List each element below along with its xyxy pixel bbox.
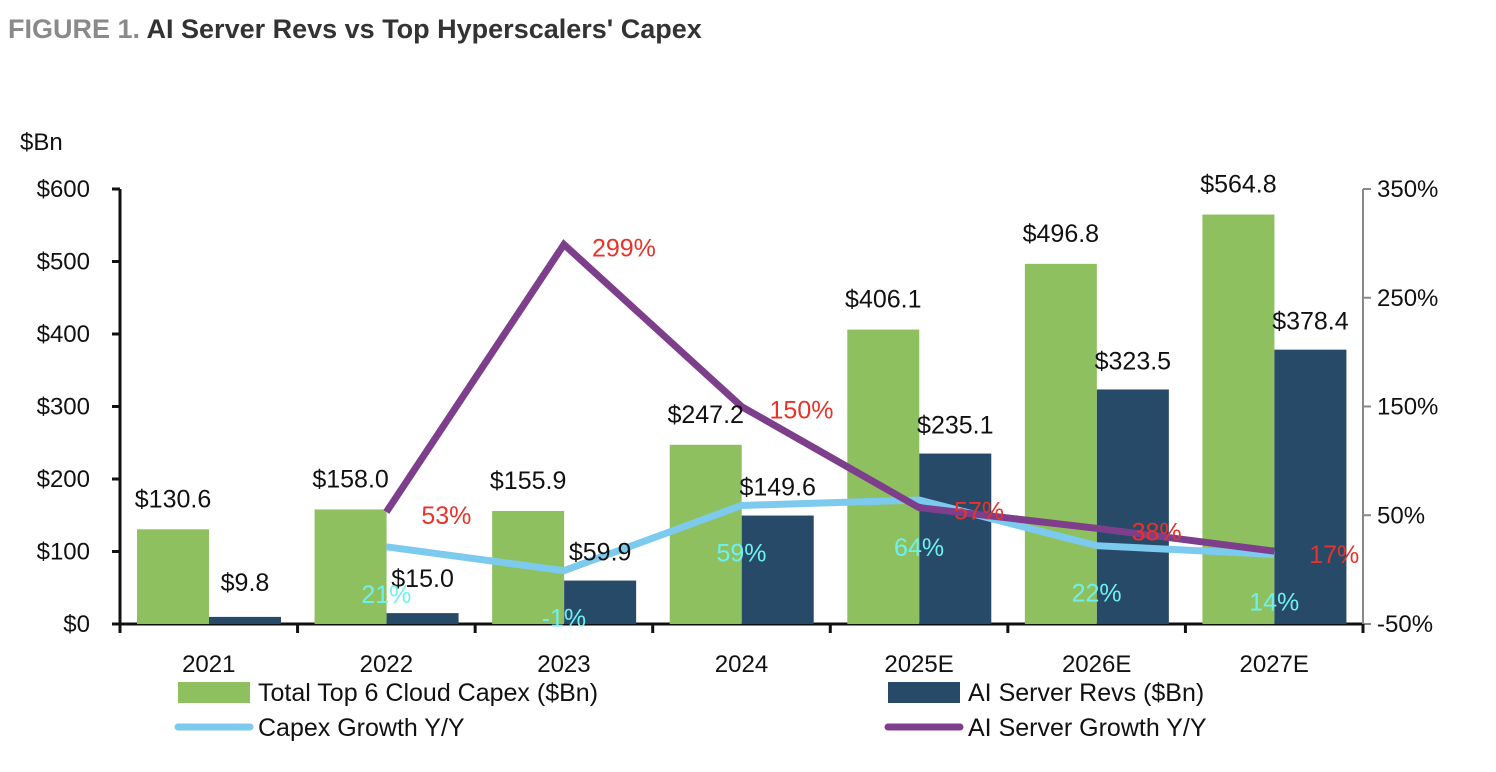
legend-swatch-capex (178, 682, 250, 703)
y2-tick-label: 150% (1377, 394, 1438, 421)
y2-tick-label: 250% (1377, 285, 1438, 312)
bar-data-label: $406.1 (845, 286, 921, 314)
line-data-label: 14% (1249, 588, 1299, 616)
x-tick-label: 2022 (360, 651, 413, 678)
legend: Total Top 6 Cloud Capex ($Bn) AI Server R… (174, 679, 1207, 742)
legend-label: AI Server Growth Y/Y (968, 714, 1207, 742)
bar-ai-server (919, 453, 992, 624)
x-tick-label: 2025E (884, 651, 953, 678)
y-tick-label: $500 (37, 249, 90, 276)
y2-tick-label: 50% (1377, 502, 1425, 529)
y-axis-label: $Bn (20, 129, 63, 156)
y-tick-label: $200 (37, 466, 90, 493)
x-tick-label: 2026E (1062, 651, 1131, 678)
legend-label: Capex Growth Y/Y (258, 714, 465, 742)
x-tick-label: 2023 (537, 651, 590, 678)
line-data-label: 38% (1132, 518, 1182, 546)
y-tick-label: $100 (37, 539, 90, 566)
line-data-label: 22% (1072, 580, 1122, 608)
line-data-label: 150% (770, 397, 834, 425)
x-tick-label: 2021 (182, 651, 235, 678)
line-data-label: 57% (954, 498, 1004, 526)
line-data-label: 59% (716, 539, 766, 567)
bar-capex (314, 509, 387, 624)
y-tick-label: $300 (37, 394, 90, 421)
line-capex-growth (385, 496, 1275, 575)
line-data-label: 21% (361, 581, 411, 609)
bar-capex (1202, 214, 1275, 624)
bar-data-label: $9.8 (221, 569, 270, 597)
bars (137, 214, 1347, 624)
line-ai-server-growth (383, 239, 1275, 555)
bar-data-label: $235.1 (917, 412, 993, 440)
bar-ai-server (741, 515, 814, 624)
bar-data-label: $149.6 (739, 474, 815, 502)
line-data-label: 17% (1309, 541, 1359, 569)
bar-data-label: $158.0 (312, 465, 388, 493)
bar-capex (669, 444, 742, 624)
line-data-label: 53% (421, 502, 471, 530)
bar-data-label: $247.2 (667, 401, 743, 429)
bar-ai-server (564, 580, 637, 624)
y2-tick-label: 350% (1377, 176, 1438, 203)
bar-ai-server (1096, 389, 1169, 624)
bar-capex (137, 529, 209, 624)
legend-swatch-ai-server (888, 682, 960, 703)
y-tick-label: $0 (63, 611, 90, 638)
line-data-label: 64% (894, 534, 944, 562)
bar-data-label: $323.5 (1095, 347, 1171, 375)
line-data-label: -1% (542, 605, 586, 633)
y-tick-label: $400 (37, 321, 90, 348)
y2-tick-label: -50% (1377, 611, 1433, 638)
legend-label: Total Top 6 Cloud Capex ($Bn) (258, 679, 598, 707)
bar-data-label: $564.8 (1200, 171, 1276, 199)
legend-label: AI Server Revs ($Bn) (968, 679, 1204, 707)
lines (383, 239, 1275, 575)
bar-capex (1024, 263, 1097, 624)
x-tick-label: 2027E (1240, 651, 1309, 678)
bar-data-label: $496.8 (1023, 220, 1099, 248)
bar-ai-server (1274, 349, 1347, 624)
y-tick-label: $600 (37, 176, 90, 203)
title-text: AI Server Revs vs Top Hyperscalers' Cape… (146, 14, 702, 44)
data-labels: $130.6 $158.0 $155.9 $247.2 $406.1 $496.8 $564… (135, 171, 1359, 633)
bar-data-label: $155.9 (490, 467, 566, 495)
bar-data-label: $15.0 (391, 565, 454, 593)
bar-data-label: $130.6 (135, 485, 211, 513)
chart-title: FIGURE 1. AI Server Revs vs Top Hypersca… (8, 14, 702, 45)
axes: $0 $100 $200 $300 $400 $500 $600 -50% 50% 150% 250… (37, 176, 1439, 678)
bar-data-label: $59.9 (569, 539, 632, 567)
x-tick-label: 2024 (715, 651, 768, 678)
bar-data-label: $378.4 (1272, 308, 1349, 336)
bar-ai-server (386, 613, 459, 624)
figure-number: FIGURE 1. (8, 14, 141, 44)
line-data-label: 299% (592, 234, 656, 262)
bar-ai-server (209, 616, 281, 624)
